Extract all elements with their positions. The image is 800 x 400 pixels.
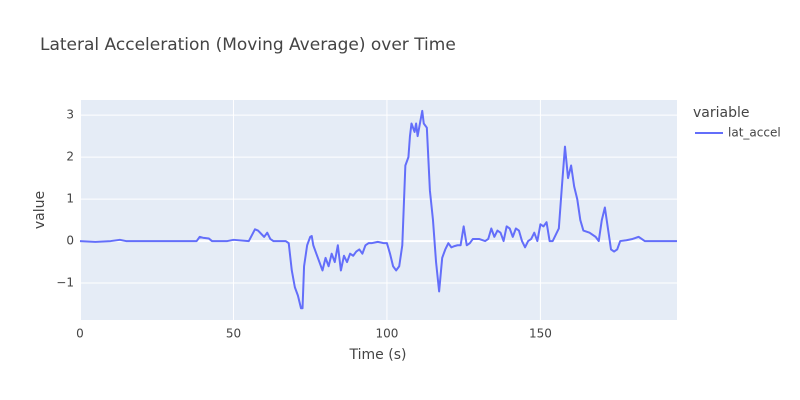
legend-label: lat_accel <box>728 126 781 140</box>
y-tick-label: 1 <box>66 192 74 206</box>
legend-title: variable <box>693 105 749 121</box>
x-axis-title: Time (s) <box>349 347 407 363</box>
y-tick-label: 3 <box>66 108 74 122</box>
y-tick-label: 0 <box>66 234 74 248</box>
chart-title: Lateral Acceleration (Moving Average) ov… <box>40 35 456 55</box>
data-line <box>79 109 677 310</box>
x-tick-label: 100 <box>375 327 398 341</box>
x-tick-label: 150 <box>529 327 552 341</box>
x-tick-label: 0 <box>76 327 84 341</box>
y-axis-title: value <box>32 191 48 229</box>
plot-area <box>80 100 677 320</box>
y-tick-label: 2 <box>66 150 74 164</box>
y-tick-label: −1 <box>56 276 74 290</box>
x-tick-label: 50 <box>226 327 241 341</box>
